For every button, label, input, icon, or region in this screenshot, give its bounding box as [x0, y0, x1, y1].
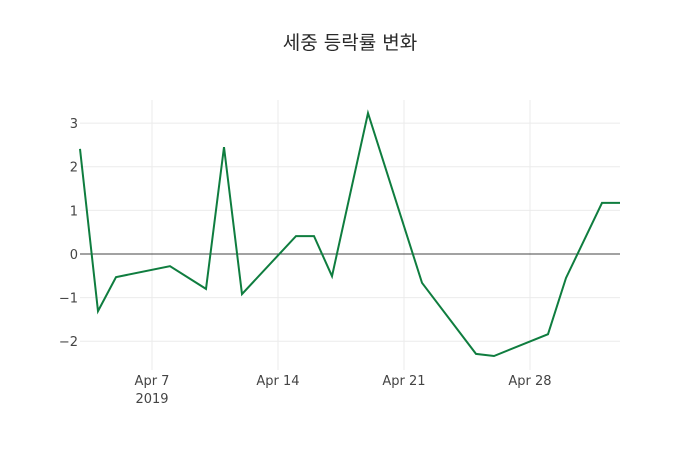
- y-tick-label: −2: [59, 335, 78, 350]
- y-tick-label: 0: [70, 248, 78, 263]
- grid-lines: [80, 100, 620, 370]
- series-line: [79, 109, 620, 358]
- y-tick-label: 2: [70, 161, 78, 176]
- chart-title: 세중 등락률 변화: [282, 32, 418, 54]
- y-tick-label: −1: [59, 292, 78, 307]
- y-tick-label: 1: [70, 204, 78, 219]
- x-tick-year-label: 2019: [135, 392, 168, 407]
- x-tick-label: Apr 21: [382, 374, 425, 389]
- y-axis-ticks: 3 2 1 0 −1 −2: [59, 117, 78, 350]
- x-axis-ticks: Apr 7 2019 Apr 14 Apr 21 Apr 28: [135, 374, 552, 407]
- x-tick-label: Apr 14: [256, 374, 299, 389]
- x-tick-label: Apr 28: [508, 374, 551, 389]
- y-tick-label: 3: [70, 117, 78, 132]
- x-tick-label: Apr 7: [135, 374, 170, 389]
